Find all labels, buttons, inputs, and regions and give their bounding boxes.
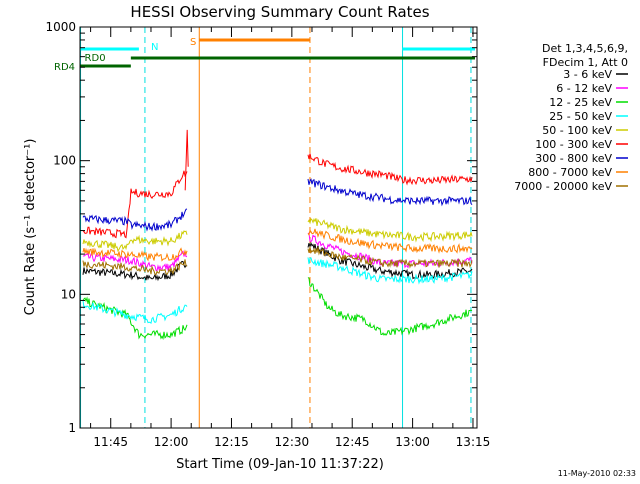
legend-label-8: 7000 - 20000 keV (514, 180, 612, 193)
status-label-s: S (190, 37, 196, 48)
legend-label-1: 6 - 12 keV (556, 82, 612, 95)
series-line-7-1 (307, 228, 473, 254)
status-label-n: N (151, 42, 158, 53)
series-line-3-0 (82, 300, 188, 324)
legend-label-0: 3 - 6 keV (563, 68, 612, 81)
series-line-4-0 (82, 230, 188, 252)
y-tick-label-0: 1 (68, 421, 76, 435)
axes: 1 10 100 1000 11:45 12:00 12:15 12:30 12:45 13:00… (45, 20, 490, 449)
x-tick-label-6: 13:15 (456, 435, 491, 449)
series-line-2-0 (82, 296, 188, 341)
legend-header-0: Det 1,3,4,5,6,9, (542, 42, 628, 55)
status-bars: N S RD0 RD4 (54, 37, 475, 73)
vertical-markers (80, 27, 472, 428)
status-label-rd0: RD0 (85, 53, 106, 64)
y-tick-label-3: 1000 (45, 20, 76, 34)
footer-timestamp: 11-May-2010 02:33 (558, 469, 636, 478)
series-line-6-1 (307, 178, 473, 207)
x-tick-label-5: 13:00 (395, 435, 430, 449)
series-line-8-1 (307, 246, 473, 269)
series-line-5-0 (82, 170, 188, 239)
series-line-7-0 (82, 247, 188, 262)
series-line-6-0 (82, 208, 188, 232)
y-tick-label-2: 100 (53, 154, 76, 168)
legend-label-2: 12 - 25 keV (549, 96, 612, 109)
flare-spike (184, 129, 189, 191)
x-tick-label-3: 12:30 (275, 435, 310, 449)
series-line-8-0 (82, 259, 188, 276)
series-line-0-0 (82, 260, 188, 282)
chart-title: HESSI Observing Summary Count Rates (130, 3, 429, 21)
legend-header-1: FDecim 1, Att 0 (543, 56, 628, 69)
status-label-rd4: RD4 (54, 62, 75, 73)
series-layer (82, 129, 473, 341)
series-line-0-1 (307, 241, 473, 280)
series-line-2-1 (307, 277, 473, 336)
legend-label-4: 50 - 100 keV (542, 124, 612, 137)
x-axis-label: Start Time (09-Jan-10 11:37:22) (176, 457, 384, 472)
x-tick-label-1: 12:00 (154, 435, 189, 449)
series-line-5-1 (307, 153, 473, 186)
legend-label-5: 100 - 300 keV (535, 138, 612, 151)
series-line-1-1 (307, 232, 473, 269)
legend-label-6: 300 - 800 keV (535, 152, 612, 165)
legend-label-7: 800 - 7000 keV (528, 166, 612, 179)
x-tick-label-2: 12:15 (214, 435, 249, 449)
series-line-3-1 (307, 257, 473, 285)
legend: Det 1,3,4,5,6,9,FDecim 1, Att 03 - 6 keV… (514, 42, 628, 193)
plot-frame (79, 26, 478, 429)
series-line-1-0 (82, 250, 188, 272)
x-tick-label-0: 11:45 (93, 435, 128, 449)
series-line-4-1 (307, 217, 473, 243)
x-tick-label-4: 12:45 (335, 435, 370, 449)
y-tick-label-1: 10 (61, 287, 76, 301)
y-axis-label: Count Rate (s⁻¹ detector⁻¹) (23, 139, 38, 316)
legend-label-3: 25 - 50 keV (549, 110, 612, 123)
